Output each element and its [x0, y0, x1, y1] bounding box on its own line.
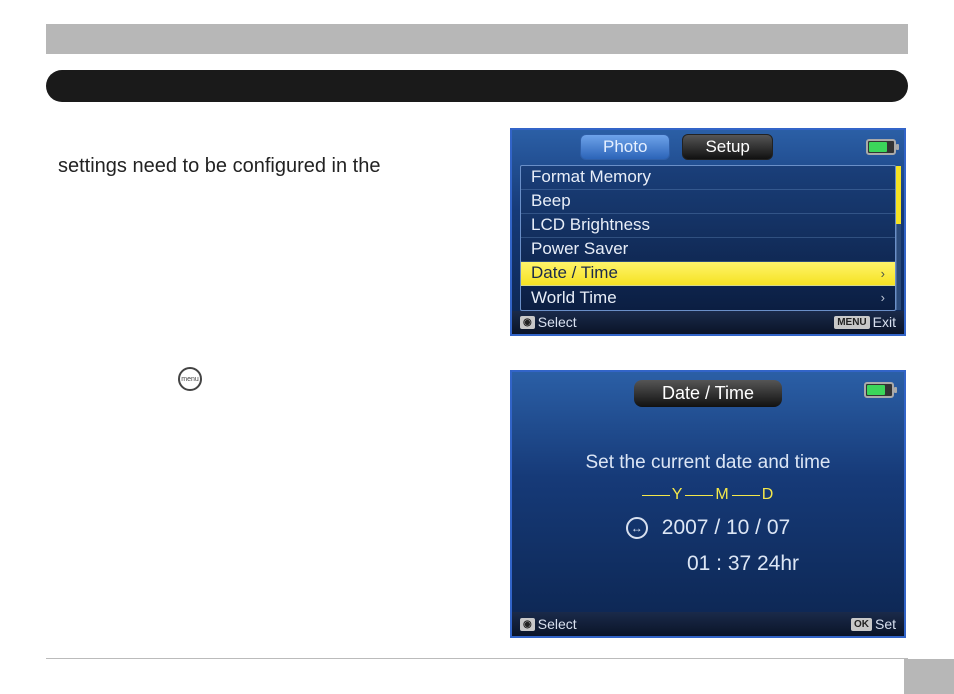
camera-lcd-setup-menu: Photo Setup Format Memory Beep LCD Brightn… — [510, 128, 906, 336]
bottom-rule — [46, 658, 908, 659]
ymd-d: D — [762, 486, 775, 504]
date-row[interactable]: ↔ 2007 / 10 / 07 — [626, 516, 790, 540]
body-text: settings need to be configured in the — [58, 155, 380, 178]
footer-exit: MENU Exit — [834, 314, 896, 330]
ok-badge-icon: OK — [851, 618, 872, 631]
ymd-m: M — [715, 486, 729, 504]
menu-item-beep[interactable]: Beep — [521, 190, 895, 214]
menu-item-power-saver[interactable]: Power Saver — [521, 238, 895, 262]
menu-item-label: Date / Time — [531, 263, 618, 283]
lcd-footer: ◉ Select MENU Exit — [512, 311, 904, 334]
select-badge-icon: ◉ — [520, 618, 535, 631]
prompt-text: Set the current date and time — [585, 452, 830, 474]
date-value[interactable]: 2007 / 10 / 07 — [662, 516, 790, 540]
tab-setup[interactable]: Setup — [682, 134, 772, 160]
footer-select-label: Select — [538, 616, 577, 632]
date-time-body: Set the current date and time Y M D ↔ 20… — [512, 412, 904, 612]
lcd-footer: ◉ Select OK Set — [512, 612, 904, 636]
menu-item-date-time[interactable]: Date / Time › — [521, 262, 895, 286]
menu-badge-icon: MENU — [834, 316, 869, 329]
battery-icon — [864, 382, 894, 398]
footer-exit-label: Exit — [873, 314, 896, 330]
menu-item-label: Beep — [531, 191, 571, 211]
footer-select-label: Select — [538, 314, 577, 330]
footer-set: OK Set — [851, 616, 896, 632]
menu-item-label: Power Saver — [531, 239, 628, 259]
tab-photo[interactable]: Photo — [580, 134, 670, 160]
footer-set-label: Set — [875, 616, 896, 632]
chevron-right-icon: › — [881, 266, 885, 281]
menu-item-lcd-brightness[interactable]: LCD Brightness — [521, 214, 895, 238]
page-corner-tab — [904, 659, 954, 694]
menu-button-icon: menu — [178, 367, 202, 391]
left-right-arrow-icon[interactable]: ↔ — [626, 517, 648, 539]
header-black-bar — [46, 70, 908, 102]
ymd-indicator: Y M D — [642, 486, 775, 504]
scrollbar-thumb[interactable] — [896, 166, 901, 224]
screen-title: Date / Time — [634, 380, 782, 407]
setup-menu-list: Format Memory Beep LCD Brightness Power Sav… — [520, 165, 896, 311]
ymd-y: Y — [672, 486, 684, 504]
tab-row: Photo Setup — [512, 130, 904, 163]
camera-lcd-date-time: Date / Time Set the current date and tim… — [510, 370, 906, 638]
header-gray-bar — [46, 24, 908, 54]
chevron-right-icon: › — [881, 290, 885, 305]
menu-item-label: LCD Brightness — [531, 215, 650, 235]
menu-item-world-time[interactable]: World Time › — [521, 286, 895, 310]
footer-select: ◉ Select — [520, 314, 577, 330]
footer-select: ◉ Select — [520, 616, 577, 632]
title-row: Date / Time — [512, 372, 904, 412]
battery-icon — [866, 139, 896, 155]
select-badge-icon: ◉ — [520, 316, 535, 329]
time-value[interactable]: 01 : 37 24hr — [617, 552, 799, 576]
menu-item-label: Format Memory — [531, 167, 651, 187]
menu-item-label: World Time — [531, 288, 617, 308]
menu-item-format-memory[interactable]: Format Memory — [521, 166, 895, 190]
